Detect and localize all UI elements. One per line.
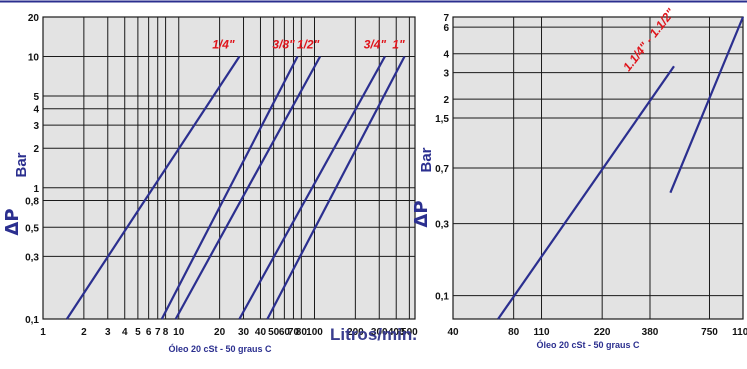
y-tick-label: 2 <box>443 95 449 106</box>
x-tick-label: 200 <box>347 327 364 338</box>
y-tick-label: 2 <box>33 144 39 155</box>
x-tick-label: 70 <box>288 327 300 338</box>
plot-area <box>43 17 415 319</box>
y-tick-label: 0,8 <box>25 196 39 207</box>
x-tick-label: 20 <box>214 327 226 338</box>
series-label: 1/2" <box>297 38 320 52</box>
x-tick-label: 7 <box>155 327 161 338</box>
y-tick-label: 1,5 <box>435 114 449 125</box>
y-tick-label: 7 <box>443 13 449 24</box>
series-label: 3/4" <box>364 38 387 52</box>
series-line <box>266 55 406 320</box>
series-label: 1" <box>392 38 405 52</box>
x-tick-label: 50 <box>268 327 280 338</box>
y-tick-label: 10 <box>28 53 40 64</box>
x-tick-label: 100 <box>306 327 323 338</box>
x-tick-label: 8 <box>163 327 169 338</box>
x-tick-label: 40 <box>447 327 459 338</box>
series-line <box>65 55 241 320</box>
x-tick-label: 10 <box>173 327 185 338</box>
series-line <box>160 55 299 320</box>
y-tick-label: 1 <box>33 184 39 195</box>
y-tick-label: 0,3 <box>435 220 449 231</box>
x-tick-label: 300 <box>371 327 388 338</box>
plot-frame <box>42 16 416 320</box>
x-tick-label: 750 <box>701 327 718 338</box>
y-tick-label: 20 <box>28 13 40 24</box>
x-tick-label: 4 <box>122 327 128 338</box>
x-tick-label: 5 <box>135 327 141 338</box>
y-tick-label: 0,7 <box>435 164 449 175</box>
y-tick-label: 3 <box>33 121 39 132</box>
y-tick-label: 0,3 <box>25 252 39 263</box>
series-line <box>669 16 745 194</box>
x-tick-label: 60 <box>279 327 291 338</box>
x-tick-label: 220 <box>594 327 611 338</box>
x-tick-label: 380 <box>642 327 659 338</box>
plot-frame <box>452 16 744 320</box>
x-tick-label: 80 <box>508 327 520 338</box>
x-tick-label: 1 <box>40 327 46 338</box>
x-tick-label: 500 <box>401 327 418 338</box>
y-tick-label: 6 <box>443 23 449 34</box>
x-tick-label: 40 <box>255 327 267 338</box>
x-tick-label: 400 <box>388 327 405 338</box>
series-line <box>238 55 386 320</box>
x-tick-label: 30 <box>238 327 250 338</box>
x-axis-label: Litros/min. <box>330 325 417 344</box>
y-tick-label: 3 <box>443 69 449 80</box>
y-tick-label: 4 <box>443 50 449 61</box>
x-tick-label: 3 <box>105 327 111 338</box>
x-tick-label: 6 <box>146 327 152 338</box>
y-tick-label: 0,1 <box>25 315 39 326</box>
y-axis-label: Bar <box>418 147 435 172</box>
y-axis-label: Bar <box>13 152 30 177</box>
x-tick-label: 2 <box>81 327 87 338</box>
series-label: 1/4" <box>212 38 235 52</box>
chart-subtitle: Óleo 20 cSt - 50 graus C <box>536 339 640 350</box>
x-tick-label: 110 <box>533 327 550 338</box>
x-tick-label: 80 <box>296 327 308 338</box>
delta-p-symbol: ΔP <box>2 208 23 235</box>
y-tick-label: 0,1 <box>435 292 449 303</box>
series-line <box>497 65 675 320</box>
y-tick-label: 5 <box>33 92 39 103</box>
series-line <box>174 55 322 320</box>
y-tick-label: 0,5 <box>25 223 39 234</box>
chart-subtitle: Óleo 20 cSt - 50 graus C <box>168 343 272 354</box>
series-label: 3/8" <box>272 38 295 52</box>
y-tick-label: 4 <box>33 105 39 116</box>
delta-p-symbol: ΔP <box>411 200 432 227</box>
